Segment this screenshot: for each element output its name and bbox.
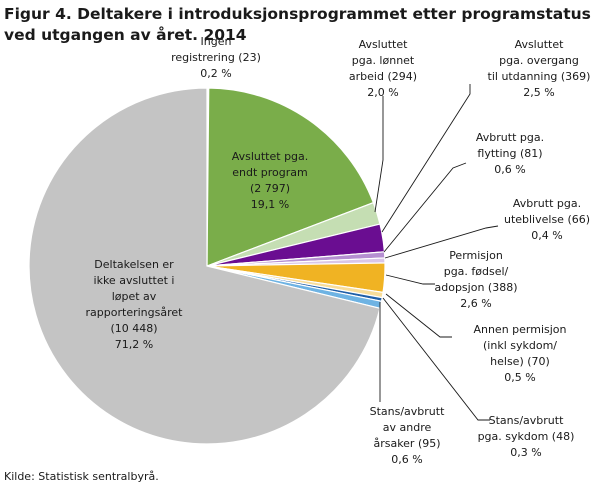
- leader-line: [382, 297, 490, 421]
- pie-slices: [28, 87, 386, 445]
- leader-line: [381, 84, 471, 233]
- slice-label: Permisjon pga. fødsel/adopsjon (388) 2,6 %: [435, 249, 518, 310]
- slice-label: Deltakelsen er ikke avsluttet i løpet av ra…: [86, 258, 184, 351]
- slice-label: Stans/avbrutt av andre årsaker (95) 0,6 %: [370, 405, 445, 466]
- leader-lines: [374, 84, 499, 421]
- pie-slice: [206, 87, 375, 267]
- leader-line: [384, 225, 499, 259]
- slice-label: Avsluttet pga. endt program (2 797) 19,1 %: [232, 150, 309, 211]
- pie-slice: [28, 87, 381, 445]
- chart-title: Figur 4. Deltakere i introduksjonsprogra…: [4, 5, 591, 44]
- leader-line: [383, 162, 467, 253]
- slice-label: Avbrutt pga. flytting (81) 0,6 %: [476, 131, 544, 176]
- slice-labels: Ingen registrering (23) 0,2 % Avsluttet pga…: [86, 35, 591, 466]
- leader-line: [385, 274, 435, 285]
- slice-label: Stans/avbrutt pga. sykdom (48) 0,3 %: [478, 414, 575, 459]
- slice-label: Avsluttet pga. overgang til utdanning (369…: [488, 38, 591, 99]
- slice-label: Avsluttet pga. lønnet arbeid (294) 2,0 %: [349, 38, 417, 99]
- leader-line: [374, 96, 384, 213]
- slice-label: Avbrutt pga. uteblivelse (66) 0,4 %: [504, 197, 590, 242]
- source-note: Kilde: Statistisk sentralbyrå.: [4, 470, 159, 483]
- slice-label: Ingen registrering (23) 0,2 %: [171, 35, 261, 80]
- leader-line: [385, 293, 452, 338]
- slice-label: Annen permisjon (inkl sykdom/helse) (70) 0…: [473, 323, 566, 384]
